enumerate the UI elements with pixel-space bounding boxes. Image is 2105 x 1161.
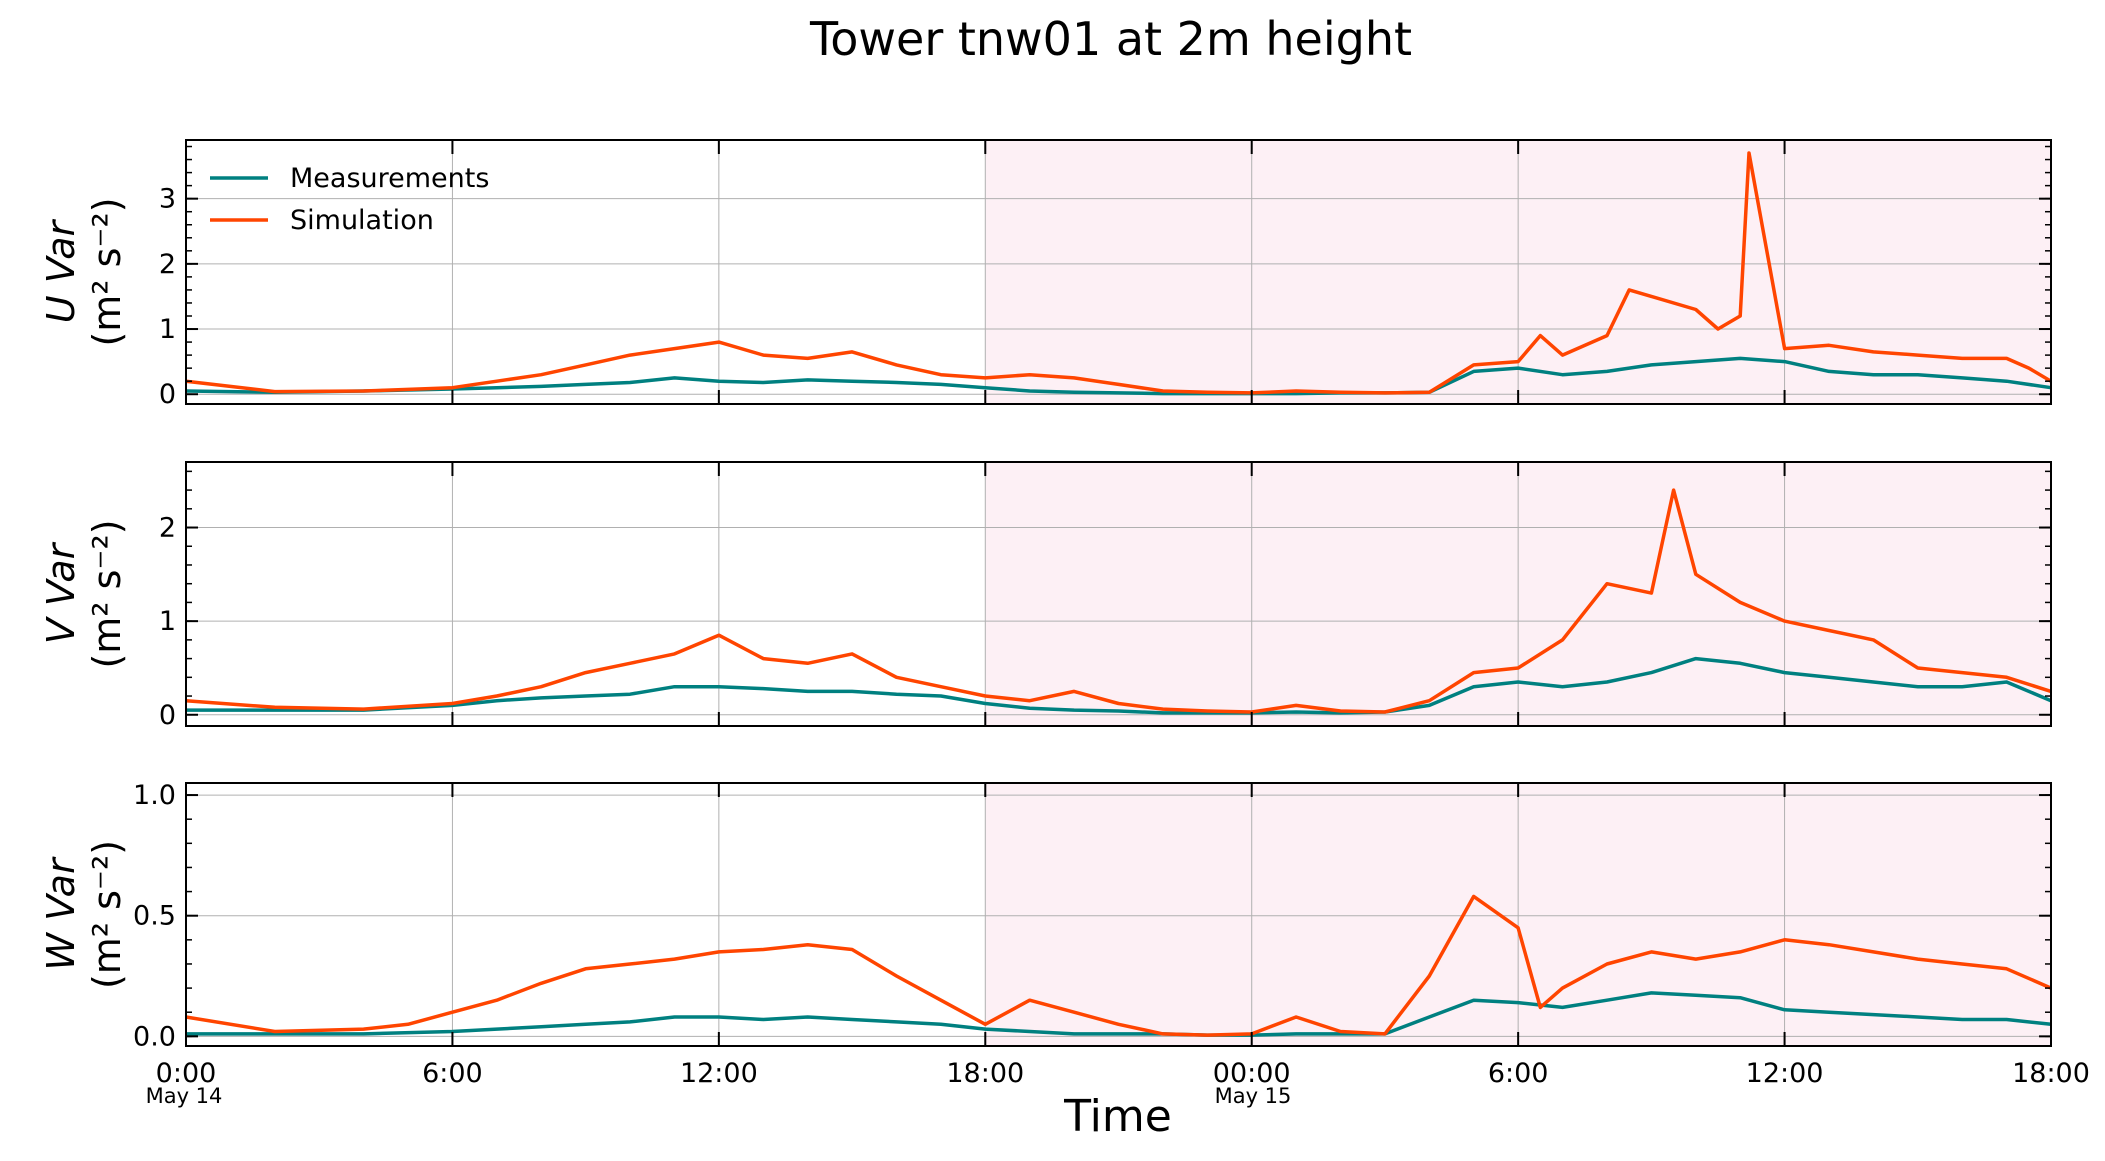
y-tick-label: 3 — [159, 184, 176, 215]
series-line-measurements — [185, 356, 2052, 396]
x-tick-label: 12:00 — [1746, 1058, 1824, 1089]
series-line-simulation — [185, 488, 2052, 714]
y-axis-label: V Var(m² s⁻²) — [39, 519, 129, 668]
y-tick-label: 2 — [159, 249, 176, 280]
y-tick-label: 1 — [159, 606, 176, 637]
x-axis-title: Time — [1063, 1091, 1172, 1142]
y-axis-var: V Var — [39, 541, 83, 644]
y-axis-var: W Var — [39, 856, 83, 971]
series-line-simulation — [185, 151, 2052, 395]
series-line-measurements — [186, 656, 2052, 715]
x-tick-label: 00:00 — [1213, 1058, 1291, 1089]
x-tick-label: 18:00 — [946, 1058, 1024, 1089]
y-tick-label: 0 — [159, 700, 176, 731]
x-tick-label: 0:00 — [156, 1058, 217, 1089]
chart-title: Tower tnw01 at 2m height — [809, 12, 1412, 66]
axes-frame — [185, 461, 2052, 727]
y-tick-label: 0.5 — [133, 901, 176, 932]
date-label-may-15: May 15 — [1215, 1084, 1292, 1108]
y-tick-label: 1 — [159, 314, 176, 345]
axes-frame — [185, 782, 2052, 1047]
date-label-may-14: May 14 — [146, 1084, 223, 1108]
x-tick-label: 12:00 — [680, 1058, 758, 1089]
legend: Measurements Simulation — [210, 163, 489, 236]
y-axis-label: W Var(m² s⁻²) — [39, 840, 129, 989]
series-line-simulation — [185, 894, 2052, 1037]
x-tick-label: 18:00 — [2012, 1058, 2090, 1089]
panel-2: 0 1 2 V Var(m² s⁻²) — [39, 461, 2052, 731]
y-axis-unit: (m² s⁻²) — [85, 519, 129, 668]
y-axis-unit: (m² s⁻²) — [85, 840, 129, 989]
y-axis-label: U Var(m² s⁻²) — [39, 197, 129, 346]
panel-1: 0 1 2 3 U Var(m² s⁻²) — [39, 139, 2052, 410]
legend-label-simulation: Simulation — [290, 205, 434, 236]
y-axis-unit: (m² s⁻²) — [85, 197, 129, 346]
legend-label-measurements: Measurements — [290, 163, 489, 194]
panel-3: 0.00.51.0W Var(m² s⁻²) — [39, 780, 2052, 1052]
y-tick-label: 2 — [159, 513, 176, 544]
x-tick-label: 6:00 — [422, 1058, 483, 1089]
y-tick-label: 1.0 — [133, 780, 176, 811]
y-axis-var: U Var — [39, 218, 83, 323]
y-tick-label: 0.0 — [133, 1021, 176, 1052]
axes-frame — [185, 139, 2052, 405]
x-tick-label: 6:00 — [1488, 1058, 1549, 1089]
y-tick-label: 0 — [159, 379, 176, 410]
